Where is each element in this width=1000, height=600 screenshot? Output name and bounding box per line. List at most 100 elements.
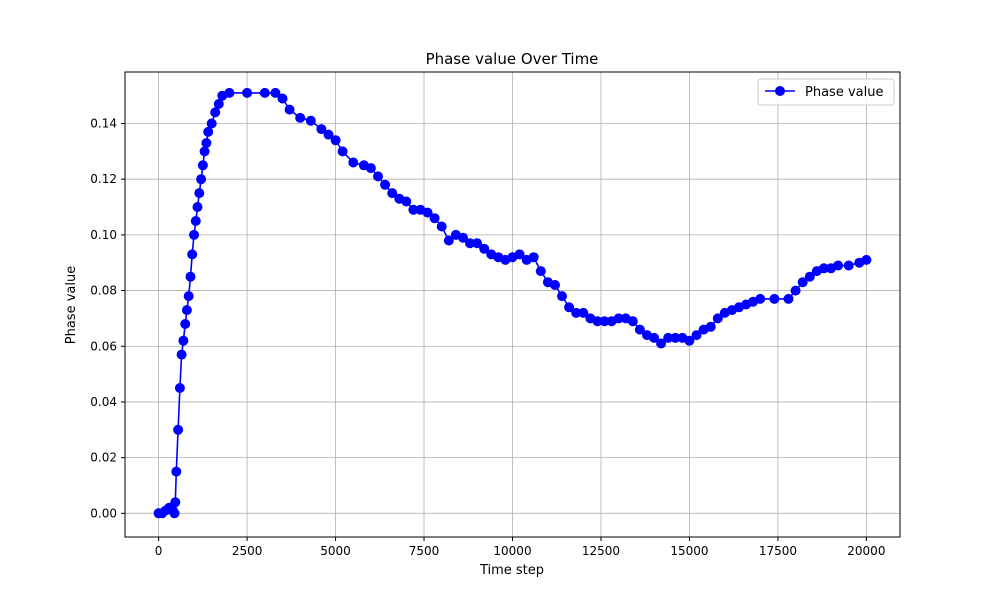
data-point [213,99,224,109]
legend: Phase value [757,78,895,106]
x-tick-label: 5000 [320,544,351,558]
y-tick-label: 0.02 [90,451,117,465]
data-point [656,338,667,349]
data-point [755,293,766,304]
data-point [323,129,334,140]
data-point [176,349,187,360]
data-point [206,118,217,129]
data-point [181,305,192,316]
data-point [649,332,660,343]
data-point [684,335,695,346]
data-point [189,229,199,240]
y-tick-label: 0.14 [90,117,117,131]
legend-marker-swatch [775,86,785,96]
data-point [443,235,454,246]
x-tick-label: 12500 [582,544,620,558]
data-point [797,277,808,288]
y-axis-ticks: 0.00 0.02 0.04 0.06 0.08 0.10 0.12 0.14 [90,117,125,520]
data-point [348,157,359,168]
data-point [190,216,201,226]
data-point [295,112,306,123]
data-point [169,508,180,519]
data-point [783,293,794,304]
data-point [833,260,844,271]
legend-label-phase-value: Phase value [805,85,883,100]
data-point [705,321,716,332]
data-point [270,87,281,98]
data-point [712,313,723,324]
data-point [663,332,674,343]
data-point [242,87,253,98]
y-tick-label: 0.00 [90,506,117,520]
data-point [316,124,327,135]
data-point [330,135,341,146]
y-tick-label: 0.06 [90,339,117,353]
data-point [564,302,575,313]
x-axis-label: Time step [479,563,544,578]
x-tick-label: 17500 [759,544,797,558]
x-tick-label: 10000 [493,544,531,558]
data-point [183,291,194,302]
x-tick-label: 20000 [847,544,885,558]
y-tick-label: 0.10 [90,228,117,242]
data-point [196,174,207,185]
data-point [691,330,702,341]
data-point [401,196,412,207]
data-point [373,171,383,182]
y-tick-label: 0.04 [90,395,117,409]
legend-box [757,78,895,106]
data-point [210,107,221,118]
data-point [197,160,208,171]
data-point [472,238,483,249]
data-point [613,313,624,324]
data-point [380,179,391,190]
data-point [550,280,560,290]
x-tick-label: 7500 [409,544,440,558]
data-point [790,285,801,296]
data-point [171,466,182,477]
data-point [365,163,376,174]
grid-lines [125,72,900,537]
y-tick-label: 0.08 [90,284,117,298]
data-point [804,271,815,282]
data-point [465,238,475,249]
data-point [192,202,203,212]
data-point [670,332,681,343]
data-point [557,291,567,302]
data-point [843,260,854,271]
data-point [203,126,214,137]
data-point [627,316,638,327]
data-point [174,383,185,393]
chart-title: Phase value Over Time [426,50,599,68]
x-tick-label: 2500 [232,544,263,558]
series-layer [153,87,872,519]
data-point [173,424,184,435]
data-point [187,249,198,260]
data-point [422,207,433,218]
data-point [592,316,603,327]
data-point [180,319,191,329]
y-axis-label: Phase value [64,266,79,344]
data-point [387,188,398,199]
data-point [170,497,181,508]
data-point [599,316,610,327]
data-point [578,307,589,318]
data-point [185,271,196,282]
data-point [818,263,829,274]
data-point [514,249,525,260]
data-point [479,243,490,254]
data-point [277,93,288,104]
data-point [571,307,582,318]
data-point [535,266,546,277]
data-point [436,221,447,232]
data-point [408,204,419,215]
data-point [199,146,210,157]
data-point [259,87,270,98]
data-point [305,115,316,126]
data-point [201,138,212,148]
data-point [178,335,189,346]
data-point [458,232,468,243]
y-tick-label: 0.12 [90,172,117,186]
data-point [337,146,348,157]
